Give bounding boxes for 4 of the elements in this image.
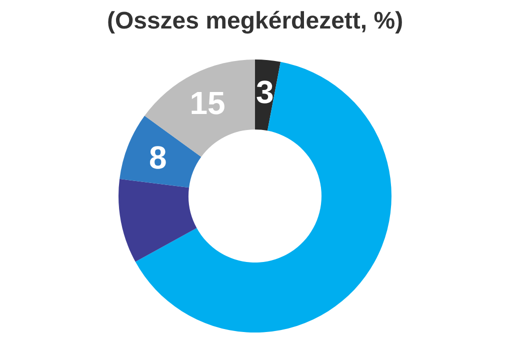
- data-label: 8: [148, 140, 167, 176]
- data-label: 15: [190, 84, 226, 121]
- data-label: 3: [256, 74, 274, 110]
- chart-title: (Osszes megkérdezett, %): [106, 8, 404, 34]
